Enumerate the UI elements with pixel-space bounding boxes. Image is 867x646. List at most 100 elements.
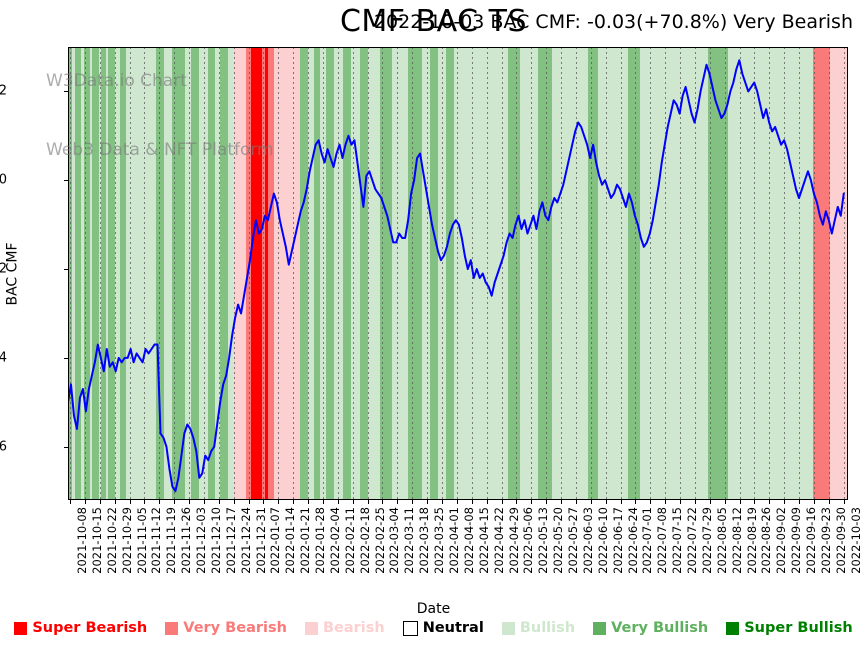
gridline (308, 47, 309, 500)
sentiment-band-very-bullish (120, 47, 126, 500)
sentiment-band-very-bullish (314, 47, 320, 500)
x-tick-mark (159, 500, 160, 504)
gridline (427, 47, 428, 500)
gridline (754, 47, 755, 500)
sentiment-band-very-bullish (108, 47, 115, 500)
gridline (368, 47, 369, 500)
x-tick-label: 2022-01-28 (313, 507, 327, 574)
x-tick-mark (695, 500, 696, 504)
x-tick-label: 2021-10-22 (105, 507, 119, 574)
gridline (174, 47, 175, 500)
x-tick-label: 2022-07-08 (655, 507, 669, 574)
x-tick-label: 2021-12-17 (224, 507, 238, 574)
x-tick-label: 2021-10-29 (120, 507, 134, 574)
x-tick-label: 2021-11-05 (135, 507, 149, 574)
gridline (829, 47, 830, 500)
x-tick-label: 2022-05-27 (566, 507, 580, 574)
y-tick-label: −0.2 (0, 261, 7, 277)
x-tick-label: 2022-09-30 (834, 507, 848, 574)
x-tick-mark (412, 500, 413, 504)
x-tick-mark (249, 500, 250, 504)
gridline (635, 47, 636, 500)
sentiment-band-bullish (368, 47, 380, 500)
sentiment-band-bullish (130, 47, 156, 500)
x-tick-label: 2022-06-03 (581, 507, 595, 574)
x-tick-mark (234, 500, 235, 504)
legend-label: Neutral (422, 620, 484, 636)
legend-item-neutral[interactable]: Neutral (402, 620, 484, 636)
gridline (189, 47, 190, 500)
gridline (457, 47, 458, 500)
x-tick-mark (591, 500, 592, 504)
x-tick-mark (100, 500, 101, 504)
x-tick-label: 2022-05-13 (536, 507, 550, 574)
gridline (323, 47, 324, 500)
x-tick-mark (382, 500, 383, 504)
x-tick-label: 2021-12-24 (239, 507, 253, 574)
x-tick-label: 2021-10-08 (75, 507, 89, 574)
x-tick-label: 2022-08-26 (759, 507, 773, 574)
x-tick-mark (472, 500, 473, 504)
y-tick-label: −0.4 (0, 350, 7, 366)
legend-item-bearish[interactable]: Bearish (304, 620, 385, 636)
gridline (382, 47, 383, 500)
legend-item-very-bearish[interactable]: Very Bearish (165, 620, 287, 636)
x-tick-label: 2022-04-01 (447, 507, 461, 574)
legend-item-bullish[interactable]: Bullish (501, 620, 575, 636)
x-tick-label: 2022-04-08 (462, 507, 476, 574)
x-tick-label: 2022-03-25 (432, 507, 446, 574)
x-tick-mark (769, 500, 770, 504)
sentiment-band-very-bullish (101, 47, 106, 500)
gridline (769, 47, 770, 500)
x-tick-mark (70, 500, 71, 504)
y-tick-mark (64, 91, 68, 92)
legend-swatch-icon (501, 621, 515, 635)
x-tick-mark (650, 500, 651, 504)
x-tick-label: 2022-09-16 (804, 507, 818, 574)
x-tick-mark (844, 500, 845, 504)
sentiment-band-super-bearish (265, 47, 268, 500)
gridline (740, 47, 741, 500)
legend-item-very-bullish[interactable]: Very Bullish (593, 620, 708, 636)
legend-item-super-bullish[interactable]: Super Bullish (726, 620, 853, 636)
x-tick-mark (725, 500, 726, 504)
sentiment-band-very-bullish (220, 47, 228, 500)
gridline (397, 47, 398, 500)
sentiment-band-bullish (215, 47, 220, 500)
gridline (85, 47, 86, 500)
x-tick-mark (293, 500, 294, 504)
gridline (338, 47, 339, 500)
x-tick-mark (204, 500, 205, 504)
gridline (249, 47, 250, 500)
x-tick-mark (174, 500, 175, 504)
x-tick-label: 2022-07-22 (685, 507, 699, 574)
x-tick-mark (278, 500, 279, 504)
sentiment-band-bullish (351, 47, 360, 500)
sentiment-band-bullish (768, 47, 813, 500)
sentiment-band-very-bullish (446, 47, 454, 500)
x-tick-label: 2022-02-25 (373, 507, 387, 574)
legend-label: Super Bullish (744, 620, 853, 636)
sentiment-band-very-bullish (588, 47, 598, 500)
sentiment-band-very-bullish (430, 47, 438, 500)
sentiment-band-bullish (106, 47, 108, 500)
sentiment-band-bullish (668, 47, 708, 500)
gridline (814, 47, 815, 500)
sentiment-band-very-bullish (343, 47, 351, 500)
x-tick-mark (740, 500, 741, 504)
y-tick-label: −0.6 (0, 439, 7, 455)
gridline (680, 47, 681, 500)
sentiment-band-bullish (728, 47, 768, 500)
gridline (234, 47, 235, 500)
sentiment-band-very-bullish (708, 47, 728, 500)
x-tick-mark (219, 500, 220, 504)
page-title: CMF BAC TS (339, 4, 528, 39)
gridline (293, 47, 294, 500)
x-tick-label: 2021-11-19 (164, 507, 178, 574)
gridline (263, 47, 264, 500)
x-tick-mark (516, 500, 517, 504)
legend-item-super-bearish[interactable]: Super Bearish (14, 620, 147, 636)
x-tick-label: 2022-07-29 (700, 507, 714, 574)
x-tick-label: 2022-05-06 (521, 507, 535, 574)
sentiment-band-bullish (308, 47, 314, 500)
